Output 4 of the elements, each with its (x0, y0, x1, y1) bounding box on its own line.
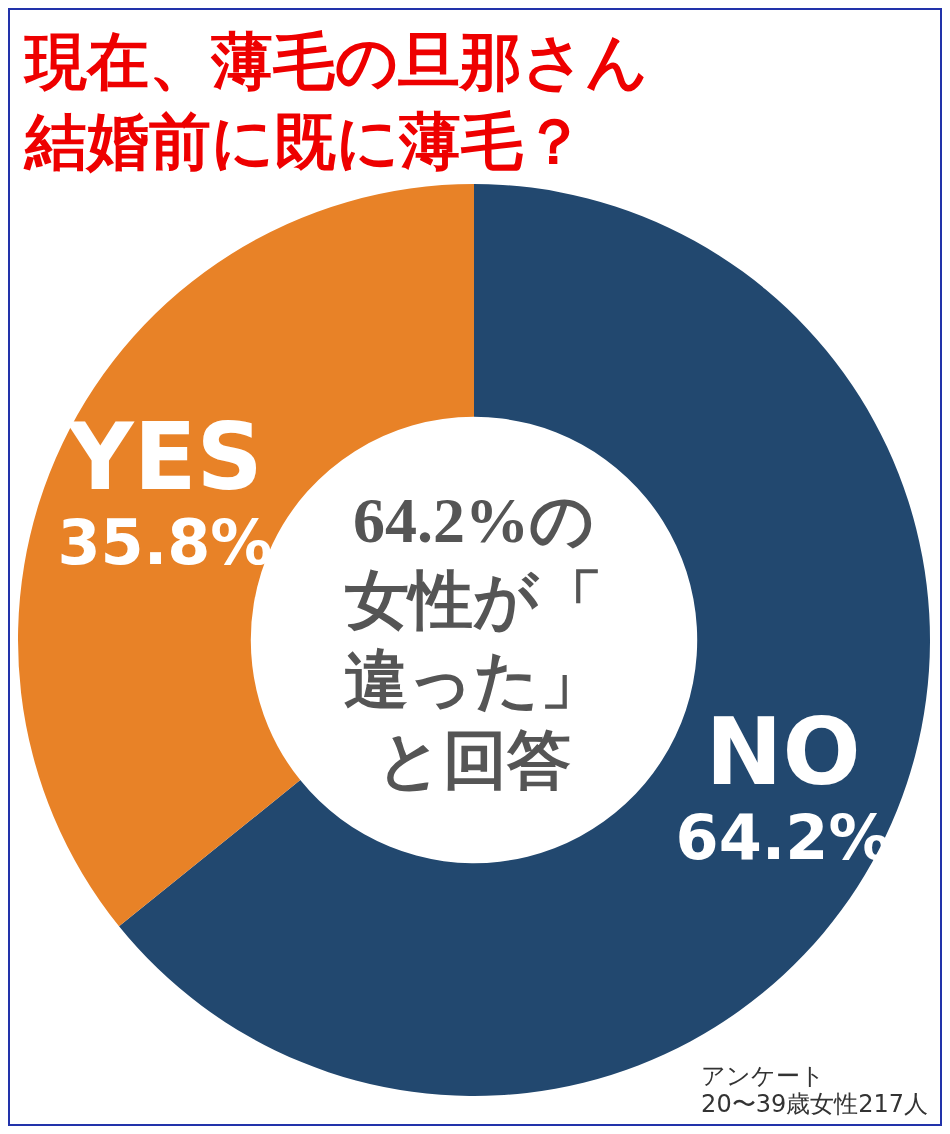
text: 64.2%の女性が「違った」と回答 (344, 484, 604, 796)
text: 20〜39歳女性217人 (701, 1090, 928, 1118)
chart-title: 現在、薄毛の旦那さん結婚前に既に薄毛？ (23, 24, 648, 178)
text: アンケート (701, 1062, 826, 1090)
